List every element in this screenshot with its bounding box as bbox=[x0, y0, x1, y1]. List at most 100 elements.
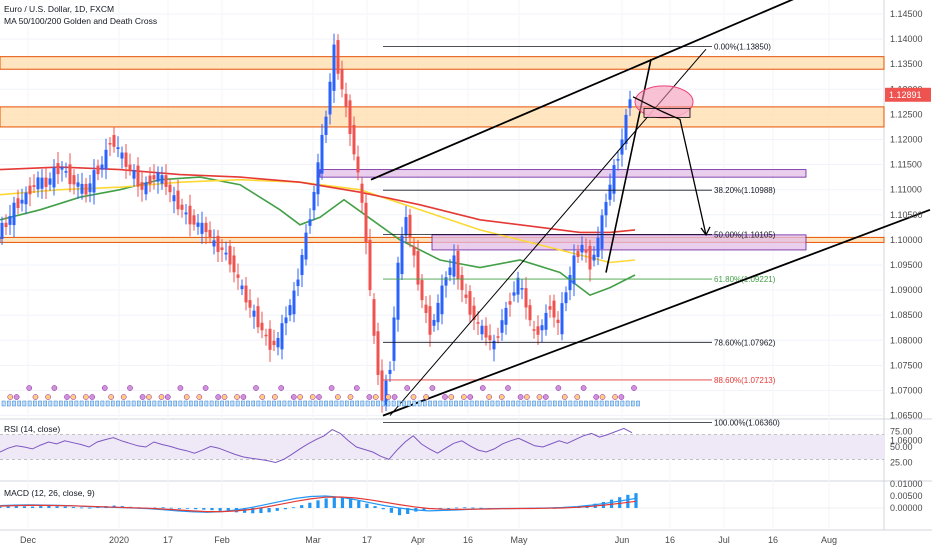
candle-body bbox=[24, 192, 28, 205]
cross-marker bbox=[261, 400, 266, 407]
candle-body bbox=[392, 317, 396, 361]
macd-histogram-bar bbox=[185, 508, 190, 509]
candle-body bbox=[580, 244, 584, 253]
cross-marker bbox=[183, 394, 190, 400]
price-tick-label: 1.09000 bbox=[890, 285, 923, 295]
candle-body bbox=[352, 124, 356, 155]
cross-marker bbox=[253, 385, 259, 391]
time-tick-label: Dec bbox=[20, 535, 37, 545]
candle-body bbox=[456, 250, 460, 280]
candle-body bbox=[384, 380, 388, 406]
cross-marker bbox=[204, 400, 209, 407]
cross-marker bbox=[146, 394, 152, 400]
time-tick-label: 17 bbox=[163, 535, 173, 545]
cross-marker bbox=[17, 400, 22, 407]
cross-marker bbox=[366, 394, 373, 400]
cross-marker bbox=[397, 400, 401, 407]
cross-marker bbox=[505, 385, 511, 391]
cross-marker bbox=[335, 394, 341, 400]
macd-histogram-bar bbox=[283, 508, 287, 510]
cross-marker bbox=[188, 400, 193, 407]
cross-marker bbox=[32, 394, 39, 400]
cross-marker bbox=[490, 400, 495, 407]
fib-label: 88.60%(1.07213) bbox=[714, 376, 776, 385]
candle-body bbox=[52, 167, 56, 188]
candle-body bbox=[524, 288, 528, 308]
cross-marker bbox=[442, 394, 448, 400]
cross-marker bbox=[495, 400, 500, 407]
macd-histogram-bar bbox=[463, 507, 467, 509]
candle-body bbox=[80, 183, 84, 194]
cross-marker bbox=[542, 400, 547, 407]
cross-marker bbox=[131, 400, 136, 407]
candle-body bbox=[564, 292, 568, 304]
cross-marker bbox=[636, 400, 640, 407]
support-zone bbox=[319, 169, 807, 178]
candle-body bbox=[308, 219, 312, 226]
cross-marker bbox=[7, 394, 14, 400]
candle-body bbox=[476, 322, 480, 324]
macd-histogram-bar bbox=[210, 508, 214, 511]
candle-body bbox=[492, 340, 496, 350]
moving-average-line bbox=[0, 176, 636, 297]
macd-histogram-bar bbox=[202, 508, 206, 510]
cross-marker bbox=[532, 400, 536, 407]
cross-marker bbox=[209, 400, 214, 407]
candle-body bbox=[68, 164, 72, 185]
candle-body bbox=[88, 183, 92, 193]
candle-body bbox=[76, 182, 80, 187]
cross-marker bbox=[467, 394, 474, 400]
macd-histogram-bar bbox=[226, 508, 230, 512]
candle-body bbox=[60, 167, 64, 170]
cross-marker bbox=[547, 400, 552, 407]
cross-marker bbox=[26, 385, 33, 391]
projection-arrowhead bbox=[700, 226, 711, 237]
candle-body bbox=[292, 290, 296, 315]
candle-body bbox=[504, 307, 508, 325]
candle-body bbox=[240, 285, 244, 290]
time-tick-label: May bbox=[510, 535, 528, 545]
cross-marker bbox=[454, 400, 458, 407]
cross-marker bbox=[631, 385, 637, 391]
candle-body bbox=[152, 175, 156, 180]
candle-body bbox=[236, 274, 240, 278]
cross-marker bbox=[90, 400, 94, 407]
candle-body bbox=[608, 184, 612, 200]
symbol-title: Euro / U.S. Dollar, 1D, FXCM bbox=[4, 4, 114, 14]
candle-body bbox=[560, 303, 564, 335]
target-box bbox=[643, 107, 691, 118]
candle-body bbox=[312, 191, 316, 211]
cross-marker bbox=[448, 394, 455, 400]
cross-marker bbox=[83, 394, 89, 400]
cross-marker bbox=[485, 400, 490, 407]
candle-body bbox=[208, 229, 212, 238]
channel-upper-line bbox=[370, 0, 794, 181]
cross-marker bbox=[339, 400, 344, 407]
macd-tick-label: 0.00000 bbox=[890, 503, 923, 513]
cross-marker bbox=[429, 385, 436, 391]
cross-marker bbox=[516, 400, 521, 407]
candle-body bbox=[244, 285, 248, 303]
candle-body bbox=[404, 217, 408, 236]
macd-histogram-bar bbox=[446, 508, 451, 509]
cross-marker bbox=[51, 385, 58, 391]
cross-marker bbox=[486, 394, 492, 400]
candle-body bbox=[216, 235, 220, 252]
candle-body bbox=[604, 201, 608, 216]
cross-marker bbox=[116, 400, 120, 407]
macd-histogram-bar bbox=[88, 507, 92, 509]
cross-marker bbox=[108, 394, 114, 400]
price-tick-label: 1.06500 bbox=[890, 411, 923, 421]
macd-histogram-bar bbox=[259, 508, 263, 514]
cross-marker bbox=[235, 400, 240, 407]
cross-marker bbox=[162, 400, 167, 407]
candle-body bbox=[628, 99, 632, 109]
candle-body bbox=[188, 205, 192, 225]
candle-body bbox=[408, 214, 412, 238]
macd-histogram-bar bbox=[300, 505, 304, 508]
candle-body bbox=[624, 114, 628, 145]
candle-body bbox=[500, 320, 504, 333]
cross-marker bbox=[328, 385, 335, 391]
cross-marker bbox=[563, 400, 567, 407]
